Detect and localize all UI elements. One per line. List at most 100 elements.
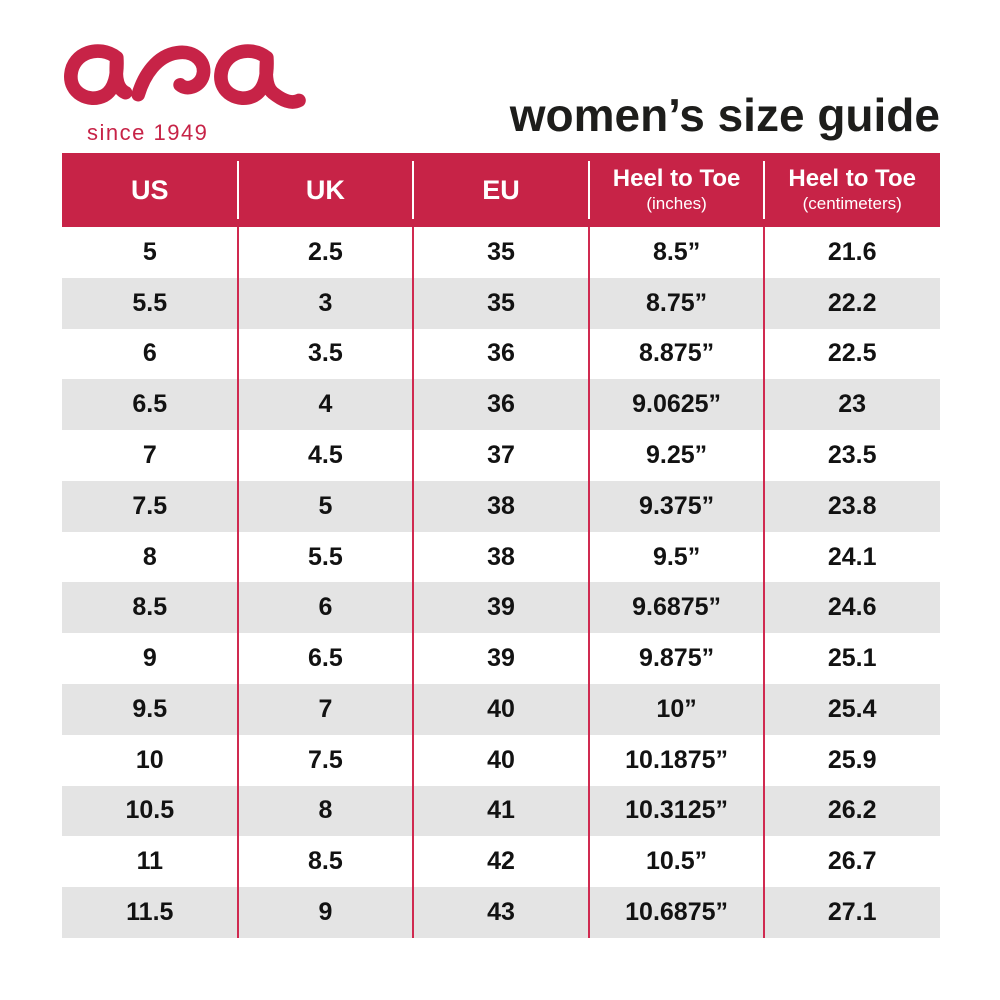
table-cell: 9.0625”: [587, 379, 765, 430]
column-header: US: [62, 153, 238, 227]
table-cell: 8.5: [132, 593, 168, 622]
table-cell: 10.5”: [587, 836, 765, 887]
table-cell: 10.1875”: [587, 734, 765, 786]
table-cell: 6: [236, 582, 414, 634]
table-cell: 22.5: [763, 328, 940, 380]
table-cell: 6.5: [236, 633, 414, 684]
table-cell: 5.5: [236, 531, 414, 583]
column-header: Heel to Toe (inches): [587, 153, 765, 227]
table-cell: 39: [412, 582, 589, 634]
table-cell: 4.5: [236, 430, 414, 481]
table-cell: 36: [412, 379, 589, 430]
column-header: UK: [236, 153, 414, 227]
table-cell: 9.5: [132, 694, 168, 723]
table-cell: 9.375”: [587, 480, 765, 532]
table-cell: 35: [412, 277, 589, 329]
table-row: 9 6.5 39 9.875” 25.1: [62, 633, 940, 685]
table-row: 10 7.5 40 10.1875” 25.9: [62, 734, 940, 786]
table-cell: 11: [136, 847, 164, 876]
ara-logo-icon: ®: [64, 44, 306, 109]
table-cell: 9.6875”: [587, 582, 765, 634]
table-cell: 5.5: [132, 288, 168, 317]
table-cell: 24.6: [763, 582, 940, 634]
table-row: 7 4.5 37 9.25” 23.5: [62, 430, 940, 481]
table-cell: 10: [135, 745, 164, 774]
brand-tagline: since 1949: [87, 120, 209, 145]
table-cell: 9: [142, 644, 157, 673]
table-cell: 23.8: [763, 480, 940, 532]
table-row: 8.5 6 39 9.6875” 24.6: [62, 582, 940, 634]
logo-letter-a2: [214, 44, 306, 109]
table-cell: 8.75”: [587, 277, 765, 329]
table-cell: 39: [412, 633, 589, 684]
table-cell: 27.1: [763, 887, 940, 938]
column-header: Heel to Toe (centimeters): [763, 153, 940, 227]
registered-mark: ®: [292, 94, 302, 109]
table-row: 9.5 7 40 10” 25.4: [62, 684, 940, 735]
table-cell: 8.5”: [587, 227, 765, 278]
table-row: 5 2.5 35 8.5” 21.6: [62, 227, 940, 278]
brand-block: ® since 1949: [60, 42, 320, 146]
column-header-sublabel: (inches): [646, 193, 707, 213]
table-cell: 6: [142, 339, 157, 368]
logo-letter-a1: [64, 44, 133, 105]
table-row: 11 8.5 42 10.5” 26.7: [62, 836, 940, 888]
table-cell: 8: [142, 542, 157, 571]
table-row: 6 3.5 36 8.875” 22.5: [62, 328, 940, 380]
table-cell: 8: [236, 785, 414, 837]
column-header: EU: [412, 153, 589, 227]
table-cell: 21.6: [763, 227, 940, 278]
table-cell: 41: [412, 785, 589, 837]
table-cell: 9: [236, 887, 414, 938]
table-cell: 5: [142, 237, 157, 266]
table-cell: 37: [412, 430, 589, 481]
table-row: 8 5.5 38 9.5” 24.1: [62, 531, 940, 583]
table-cell: 35: [412, 227, 589, 278]
column-header-label: Heel to Toe: [788, 165, 916, 193]
table-cell: 2.5: [236, 227, 414, 278]
table-cell: 22.2: [763, 277, 940, 329]
table-cell: 10.3125”: [587, 785, 765, 837]
table-cell: 25.4: [763, 684, 940, 735]
table-cell: 38: [412, 531, 589, 583]
column-header-label: EU: [482, 174, 520, 205]
table-cell: 7: [142, 441, 157, 470]
table-row: 6.5 4 36 9.0625” 23: [62, 379, 940, 431]
table-cell: 7: [236, 684, 414, 735]
table-cell: 40: [412, 684, 589, 735]
table-cell: 42: [412, 836, 589, 887]
table-cell: 11.5: [126, 898, 174, 927]
table-cell: 3.5: [236, 328, 414, 380]
table-cell: 36: [412, 328, 589, 380]
table-cell: 8.875”: [587, 328, 765, 380]
table-cell: 7.5: [132, 491, 168, 520]
column-header-label: US: [131, 174, 169, 205]
table-cell: 26.2: [763, 785, 940, 837]
table-cell: 9.5”: [587, 531, 765, 583]
table-cell: 4: [236, 379, 414, 430]
table-cell: 26.7: [763, 836, 940, 887]
logo-letter-r: [131, 45, 211, 102]
table-row: 11.5 9 43 10.6875” 27.1: [62, 887, 940, 938]
table-row: 7.5 5 38 9.375” 23.8: [62, 480, 940, 532]
page-title: women’s size guide: [509, 89, 940, 141]
table-cell: 8.5: [236, 836, 414, 887]
table-cell: 25.1: [763, 633, 940, 684]
table-cell: 10.6875”: [587, 887, 765, 938]
table-row: 10.5 8 41 10.3125” 26.2: [62, 785, 940, 837]
column-header-label: UK: [305, 174, 345, 205]
table-cell: 6.5: [132, 390, 168, 419]
table-cell: 10”: [587, 684, 765, 735]
table-row: 5.5 3 35 8.75” 22.2: [62, 277, 940, 329]
column-header-sublabel: (centimeters): [802, 193, 902, 213]
table-cell: 10.5: [125, 796, 175, 825]
table-cell: 3: [236, 277, 414, 329]
table-cell: 43: [412, 887, 589, 938]
table-cell: 24.1: [763, 531, 940, 583]
table-cell: 25.9: [763, 734, 940, 786]
table-cell: 5: [236, 480, 414, 532]
column-header-label: Heel to Toe: [612, 165, 741, 193]
size-table: US UK EU Heel to Toe (inches) Heel to Toe (cen…: [62, 153, 940, 938]
table-header-row: US UK EU Heel to Toe (inches) Heel to Toe (cen…: [62, 153, 940, 227]
table-cell: 40: [412, 734, 589, 786]
